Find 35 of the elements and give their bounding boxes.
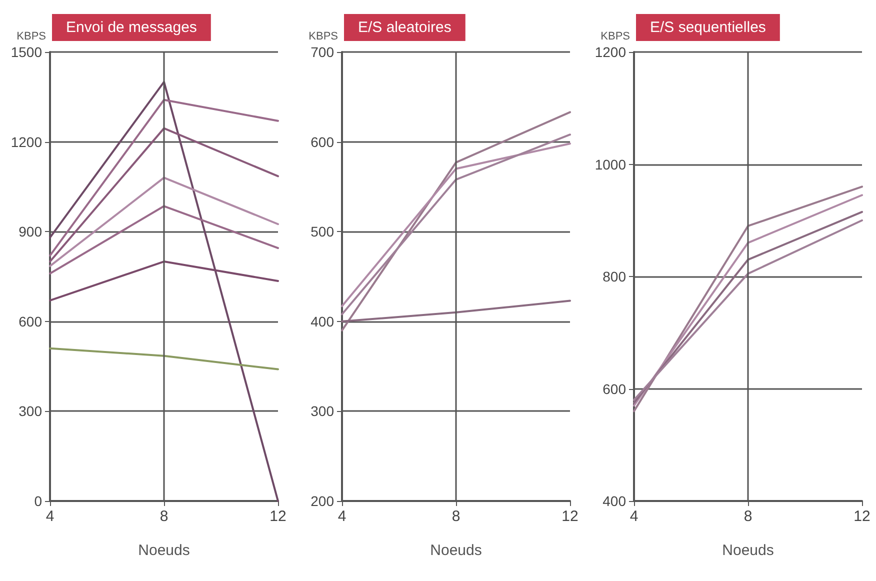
y-tick-label: 1200 <box>10 134 42 150</box>
x-tick-label: 8 <box>160 508 168 525</box>
y-tick-label: 1200 <box>594 44 626 60</box>
x-tick-label: 8 <box>744 508 752 525</box>
y-tick-label: 600 <box>310 134 334 150</box>
y-tick-label: 500 <box>310 224 334 240</box>
x-axis-title: Noeuds <box>138 542 190 559</box>
y-tick-label: 800 <box>602 268 626 284</box>
x-tick-label: 4 <box>338 508 346 525</box>
y-tick-label: 400 <box>602 493 626 509</box>
x-axis-title: Noeuds <box>722 542 774 559</box>
y-tick-label: 200 <box>310 493 334 509</box>
y-axis-title: KBPS <box>308 30 338 42</box>
x-tick-label: 8 <box>452 508 460 525</box>
x-tick-label: 4 <box>630 508 638 525</box>
y-tick-label: 1000 <box>594 156 626 172</box>
x-tick-label: 12 <box>562 508 578 525</box>
y-tick-label: 300 <box>18 403 42 420</box>
y-tick-label: 1500 <box>10 44 42 60</box>
x-tick-label: 12 <box>854 508 870 525</box>
y-tick-label: 900 <box>18 224 42 240</box>
x-tick-label: 4 <box>46 508 54 525</box>
y-tick-label: 0 <box>34 493 42 509</box>
y-tick-label: 600 <box>602 380 626 397</box>
chart-title: Envoi de messages <box>66 19 197 36</box>
y-tick-label: 600 <box>18 313 42 330</box>
y-tick-label: 700 <box>310 44 334 60</box>
chart-title: E/S sequentielles <box>650 19 766 36</box>
chart-title: E/S aleatoires <box>358 19 452 36</box>
x-tick-label: 12 <box>270 508 286 525</box>
y-tick-label: 400 <box>310 313 334 330</box>
y-axis-title: KBPS <box>16 30 46 42</box>
x-axis-title: Noeuds <box>430 542 482 559</box>
y-axis-title: KBPS <box>600 30 630 42</box>
y-tick-label: 300 <box>310 403 334 420</box>
